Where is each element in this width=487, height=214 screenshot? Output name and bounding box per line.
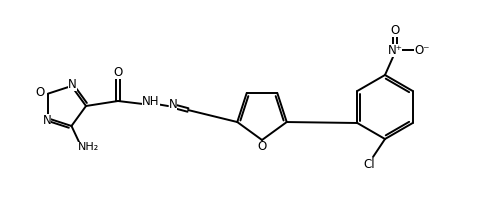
- Text: O: O: [257, 141, 266, 153]
- Text: O: O: [391, 24, 400, 37]
- Text: O⁻: O⁻: [414, 43, 430, 56]
- Text: NH₂: NH₂: [78, 142, 99, 152]
- Text: NH: NH: [142, 95, 160, 107]
- Text: Cl: Cl: [363, 158, 375, 171]
- Text: N: N: [169, 98, 177, 110]
- Text: O: O: [36, 86, 45, 99]
- Text: N: N: [68, 77, 77, 91]
- Text: O: O: [113, 65, 123, 79]
- Text: N⁺: N⁺: [388, 43, 402, 56]
- Text: N: N: [43, 114, 52, 127]
